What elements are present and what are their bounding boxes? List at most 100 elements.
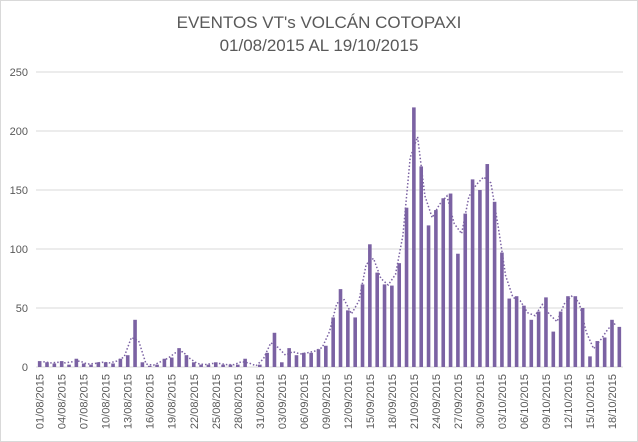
- bar: [492, 201, 497, 367]
- x-tick-label: 03/10/2015: [497, 374, 509, 429]
- trendline: [43, 136, 617, 367]
- bar: [338, 289, 343, 367]
- bar: [140, 362, 145, 367]
- bar: [59, 361, 64, 367]
- bar: [551, 331, 556, 367]
- bar: [302, 352, 306, 367]
- bar: [588, 356, 592, 367]
- x-tick-label: 15/09/2015: [365, 374, 377, 429]
- x-tick-label: 12/10/2015: [563, 374, 575, 429]
- bar: [294, 355, 299, 367]
- y-tick-label: 0: [22, 362, 28, 374]
- bar: [397, 263, 402, 367]
- bar: [45, 362, 49, 367]
- bar: [390, 285, 394, 367]
- x-tick-label: 13/08/2015: [123, 374, 135, 429]
- x-tick-label: 27/09/2015: [453, 374, 465, 429]
- bar: [37, 361, 42, 367]
- bar: [235, 364, 240, 367]
- bar: [67, 364, 71, 367]
- bar: [412, 107, 416, 368]
- bar: [463, 213, 468, 367]
- bar: [162, 358, 167, 367]
- bar: [346, 310, 350, 367]
- x-tick-label: 10/08/2015: [101, 374, 113, 429]
- x-tick-label: 19/08/2015: [167, 374, 179, 429]
- x-tick-label: 06/10/2015: [519, 374, 531, 429]
- chart-title: EVENTOS VT's VOLCÁN COTOPAXI: [177, 13, 462, 32]
- bar: [529, 319, 534, 367]
- x-tick-label: 21/09/2015: [409, 374, 421, 429]
- bar: [324, 345, 328, 367]
- bar: [96, 362, 101, 367]
- bar: [184, 355, 189, 367]
- bar: [456, 253, 460, 367]
- bar: [368, 244, 372, 367]
- bar: [169, 357, 174, 367]
- bar: [316, 349, 321, 367]
- x-tick-label: 22/08/2015: [189, 374, 201, 429]
- bar: [52, 363, 57, 367]
- y-tick-label: 150: [10, 185, 28, 197]
- bar: [74, 358, 79, 367]
- x-tick-label: 15/10/2015: [585, 374, 597, 429]
- bar: [272, 332, 277, 367]
- bar: [573, 296, 578, 367]
- bar: [566, 296, 570, 367]
- y-tick-label: 250: [10, 67, 28, 79]
- bar: [426, 225, 431, 367]
- bar: [309, 352, 313, 367]
- x-tick-label: 31/08/2015: [255, 374, 267, 429]
- x-tick-label: 24/09/2015: [431, 374, 443, 429]
- y-tick-label: 50: [16, 303, 28, 315]
- bar: [382, 284, 387, 367]
- bar: [478, 190, 482, 367]
- bar: [89, 364, 93, 367]
- x-tick-label: 25/08/2015: [211, 374, 223, 429]
- bar: [360, 284, 365, 367]
- x-tick-label: 09/10/2015: [541, 374, 553, 429]
- x-tick-label: 30/09/2015: [475, 374, 487, 429]
- bar: [206, 364, 211, 367]
- bar: [375, 272, 379, 367]
- bar: [213, 362, 218, 367]
- bar: [507, 298, 512, 367]
- bar: [544, 297, 548, 367]
- bar: [191, 362, 196, 367]
- bar: [500, 252, 504, 367]
- bar: [595, 341, 600, 367]
- bar: [257, 364, 262, 367]
- bar: [243, 358, 247, 367]
- bar: [177, 348, 181, 367]
- bar: [353, 317, 357, 367]
- bar: [485, 164, 490, 367]
- bar: [419, 166, 424, 367]
- bar: [514, 296, 519, 367]
- y-tick-label: 200: [10, 126, 28, 138]
- bar: [81, 363, 86, 367]
- bar: [558, 311, 563, 367]
- bar: [118, 358, 123, 367]
- bar: [434, 210, 438, 367]
- bar: [111, 363, 115, 367]
- bar: [221, 364, 225, 367]
- bar: [441, 198, 446, 367]
- x-tick-label: 09/09/2015: [321, 374, 333, 429]
- bar: [580, 308, 585, 367]
- x-tick-label: 07/08/2015: [79, 374, 91, 429]
- bar: [228, 364, 233, 367]
- bar: [287, 348, 291, 367]
- bar: [125, 355, 130, 367]
- bar: [610, 319, 614, 367]
- x-tick-label: 03/09/2015: [277, 374, 289, 429]
- bar: [522, 305, 526, 367]
- bar: [536, 311, 541, 367]
- bar: [155, 364, 159, 367]
- bar: [617, 326, 622, 367]
- bar: [147, 365, 152, 367]
- x-tick-label: 12/09/2015: [343, 374, 355, 429]
- bar: [199, 364, 203, 367]
- bar: [602, 337, 607, 367]
- y-tick-label: 100: [10, 244, 28, 256]
